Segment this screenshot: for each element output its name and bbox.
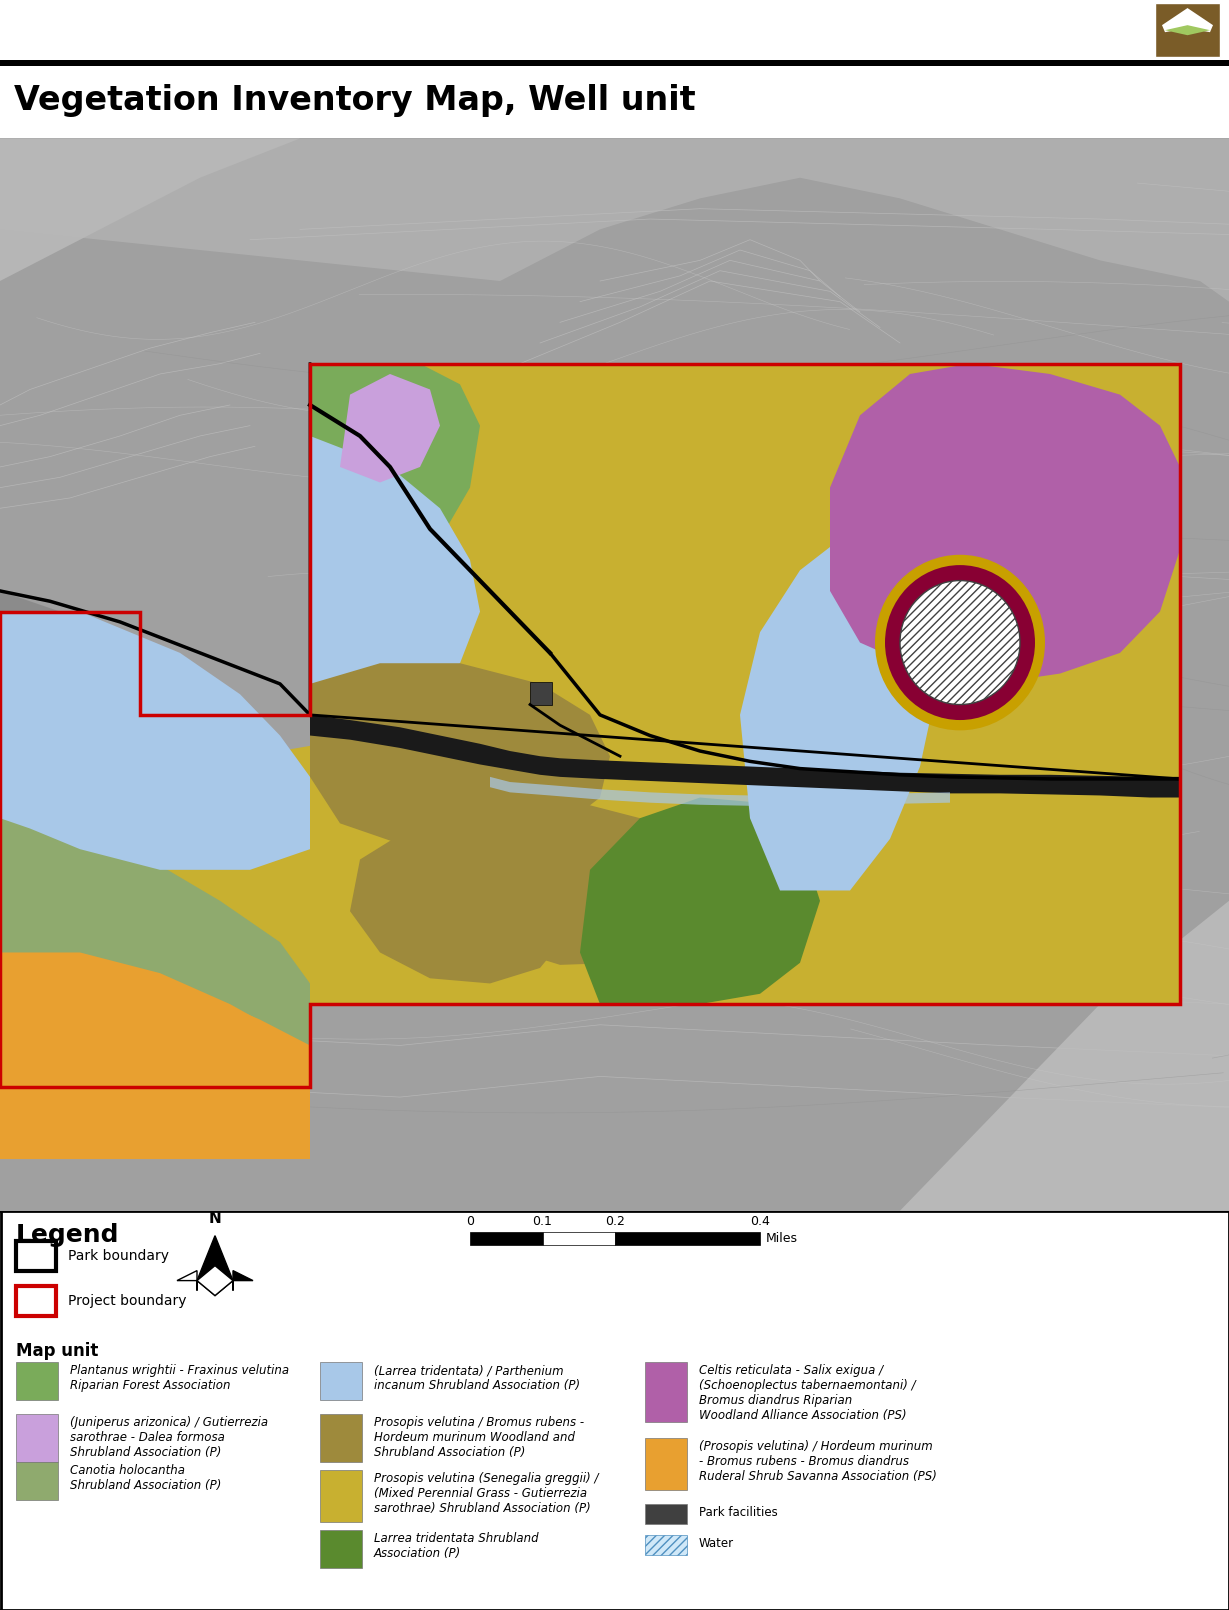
Polygon shape [0,818,310,1061]
Polygon shape [830,364,1180,684]
Polygon shape [197,1236,234,1296]
Text: Park facilities: Park facilities [699,1507,778,1520]
Text: 0.1: 0.1 [532,1214,553,1228]
Bar [16,1285,57,1315]
Text: N: N [209,1211,221,1225]
Bar [1155,3,1220,58]
Text: Arizona: Arizona [14,40,91,58]
Text: (Larrea tridentata) / Parthenium
incanum Shrubland Association (P): (Larrea tridentata) / Parthenium incanum… [374,1364,580,1393]
Text: Larrea tridentata Shrubland
Association (P): Larrea tridentata Shrubland Association … [374,1533,538,1560]
Bar [16,1241,57,1270]
Text: Miles: Miles [766,1232,798,1245]
Bar [320,1530,363,1568]
Polygon shape [0,591,100,694]
Polygon shape [340,374,440,483]
Polygon shape [234,1270,253,1291]
Bar [645,1536,687,1555]
Polygon shape [740,530,940,890]
Text: Montezuma Castle National Monument: Montezuma Castle National Monument [14,16,407,34]
Text: Project boundary: Project boundary [68,1293,187,1307]
Text: Celtis reticulata - Salix exigua /
(Schoenoplectus tabernaemontani) /
Bromus dia: Celtis reticulata - Salix exigua / (Scho… [699,1364,916,1423]
Polygon shape [490,797,689,964]
Bar [0,60,1229,66]
Polygon shape [0,612,310,869]
Text: Prosopis velutina (Senegalia greggii) /
(Mixed Perennial Grass - Gutierrezia
sar: Prosopis velutina (Senegalia greggii) / … [374,1472,599,1515]
Polygon shape [350,823,570,984]
Bar [645,1438,687,1491]
Bar [645,1362,687,1422]
Circle shape [885,565,1035,720]
Text: Vegetation Inventory Map, Well unit: Vegetation Inventory Map, Well unit [14,84,696,118]
Text: Legend: Legend [16,1222,119,1246]
Polygon shape [490,778,950,805]
Polygon shape [0,138,300,282]
Polygon shape [177,1270,197,1291]
Bar [16,1462,58,1501]
Text: 0.2: 0.2 [605,1214,624,1228]
Polygon shape [900,902,1229,1211]
Bar [645,1504,687,1525]
Bar [320,1362,363,1401]
Polygon shape [0,138,1229,301]
Polygon shape [310,364,1180,1005]
Bar [16,1362,58,1401]
Polygon shape [80,797,249,953]
Text: 0.4: 0.4 [750,1214,769,1228]
Polygon shape [310,364,481,596]
Polygon shape [580,797,820,1005]
Text: Plantanus wrightii - Fraxinus velutina
Riparian Forest Association: Plantanus wrightii - Fraxinus velutina R… [70,1364,289,1393]
Polygon shape [310,663,610,844]
Text: National Park Service: National Park Service [640,16,804,31]
Polygon shape [0,963,310,1100]
Bar [530,681,552,705]
Polygon shape [310,715,1180,797]
Circle shape [900,581,1020,705]
Bar [614,1232,760,1245]
Circle shape [875,555,1045,731]
Bar [16,1414,58,1462]
Bar [320,1414,363,1462]
Polygon shape [197,1265,234,1296]
Text: U.S. Department of the Interior: U.S. Department of the Interior [640,40,879,55]
Text: Map unit: Map unit [16,1343,98,1360]
Polygon shape [0,953,310,1159]
Polygon shape [0,745,310,1087]
Text: (Juniperus arizonica) / Gutierrezia
sarothrae - Dalea formosa
Shrubland Associat: (Juniperus arizonica) / Gutierrezia saro… [70,1417,268,1459]
Text: Prosopis velutina / Bromus rubens -
Hordeum murinum Woodland and
Shrubland Assoc: Prosopis velutina / Bromus rubens - Hord… [374,1417,584,1459]
Polygon shape [1165,26,1211,35]
Text: Canotia holocantha
Shrubland Association (P): Canotia holocantha Shrubland Association… [70,1463,221,1492]
Bar [320,1470,363,1521]
Bar [542,1232,614,1245]
Text: Park boundary: Park boundary [68,1249,170,1262]
Polygon shape [1161,8,1213,32]
Text: Water: Water [699,1538,734,1550]
Polygon shape [310,436,481,724]
Text: 0: 0 [466,1214,474,1228]
Bar [469,1232,542,1245]
Text: (Prosopis velutina) / Hordeum murinum
- Bromus rubens - Bromus diandrus
Ruderal : (Prosopis velutina) / Hordeum murinum - … [699,1441,936,1483]
